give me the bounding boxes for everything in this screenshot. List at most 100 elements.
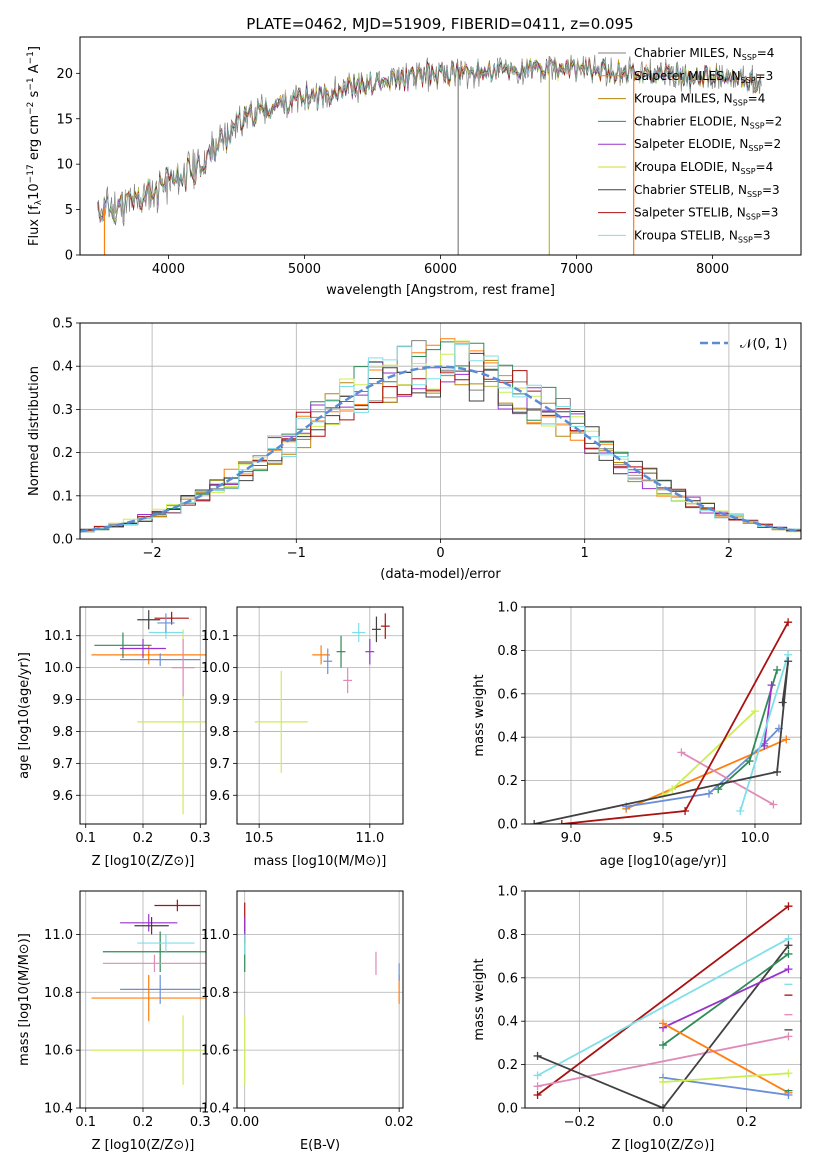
y-tick-label: 0.4 (497, 1015, 518, 1030)
legend-label: 𝒩(0, 1) (740, 337, 787, 352)
plot-area-residuals (80, 338, 801, 533)
weight-series-marker (705, 789, 713, 798)
x-tick-label: 8000 (696, 262, 729, 277)
x-tick-label: 0.00 (230, 1115, 259, 1130)
weight-series-line (537, 1035, 789, 1088)
y-tick-label: 5 (65, 203, 73, 218)
x-tick-label: 9.5 (653, 831, 674, 846)
legend-label-sub: SSP (746, 213, 761, 222)
y-tick-label: 15 (56, 112, 73, 127)
errorbar-point (134, 917, 169, 935)
weight-series-marker (533, 1071, 542, 1080)
weight-series-marker (557, 820, 566, 824)
legend-label-tail: =4 (756, 160, 774, 174)
errorbar-point (323, 648, 333, 675)
x-tick-label: 0.3 (190, 831, 211, 846)
weight-series-line (537, 937, 789, 1077)
legend-label: Chabrier MILES, NSSP=4 (634, 46, 774, 62)
panel-mass-vs-z: 0.1 0.2 0.3 10.4 10.6 10.8 11.0 Z [log10(Z/Z⊙)]… (17, 890, 211, 1153)
x-tick-label: 0.2 (133, 831, 154, 846)
model-spectrum-series (97, 56, 761, 224)
plot-area-age-vs-z (91, 610, 206, 815)
weight-series-marker (533, 1051, 542, 1060)
x-tick-label: 0.2 (736, 1115, 757, 1130)
y-axis-label-part: 10 (27, 183, 42, 200)
y-tick-label: 10.6 (44, 1044, 73, 1059)
y-tick-label: 1.0 (497, 601, 518, 616)
x-tick-label: 0.3 (190, 1115, 211, 1130)
legend-label: Kroupa STELIB, NSSP=3 (634, 228, 771, 244)
y-axis-label-part: −17 (26, 164, 36, 183)
y-tick-label: 10.6 (201, 1044, 230, 1059)
legend-label-sub: SSP (741, 76, 756, 85)
plot-area-age-vs-mass (254, 613, 390, 773)
legend-label-main: Chabrier STELIB, N (634, 183, 747, 197)
model-spectrum-series (97, 56, 761, 223)
histogram-series (80, 352, 801, 532)
y-tick-label: 0.5 (52, 317, 73, 332)
weight-series-line (662, 953, 790, 1046)
y-tick-label: 10 (56, 158, 73, 173)
x-tick-label: 10.5 (245, 831, 274, 846)
legend-label-main: Chabrier MILES, N (634, 46, 742, 60)
weight-series-line (662, 1072, 789, 1083)
y-tick-label: 11.0 (44, 928, 73, 943)
legend-label-main: Kroupa ELODIE, N (634, 160, 741, 174)
weight-series-line (537, 944, 790, 1108)
x-tick-label: 1 (581, 546, 589, 561)
errorbar-point (380, 613, 390, 639)
x-tick-label: 9.0 (561, 831, 582, 846)
axes-frame (236, 606, 404, 825)
y-tick-label: 9.6 (52, 789, 73, 804)
x-tick-label: −2 (143, 546, 162, 561)
y-axis-label-part: −1 (26, 77, 36, 90)
errorbar-point (102, 931, 206, 973)
y-axis-label-part: λ (34, 199, 44, 205)
y-tick-label: 0.4 (52, 360, 73, 375)
legend-label: Salpeter ELODIE, NSSP=2 (634, 137, 781, 153)
legend-label-tail: =3 (753, 228, 771, 242)
x-tick-label: 6000 (424, 262, 457, 277)
errorbar-point (365, 638, 375, 665)
x-tick-label: −0.2 (564, 1115, 596, 1130)
y-tick-label: 0.1 (52, 489, 73, 504)
y-axis-label-part: s (27, 90, 42, 101)
weight-series-line (662, 968, 789, 1029)
panel-age-vs-mass: 10.5 11.0 9.6 9.7 9.8 9.9 10.0 10.1 mass [log10(… (201, 606, 404, 869)
legend-label-tail: =3 (761, 206, 779, 220)
plot-area-weight-vs-age (530, 618, 793, 824)
x-axis-label: mass [log10(M/M⊙)] (254, 854, 387, 869)
weight-series-marker (784, 1069, 793, 1078)
y-tick-label: 0.0 (52, 533, 73, 548)
legend-label-tail: =3 (762, 183, 780, 197)
errorbar-point (120, 638, 166, 659)
errorbar-point (372, 616, 381, 643)
y-tick-label: 10.1 (44, 629, 73, 644)
x-tick-label: 7000 (560, 262, 593, 277)
legend-label-sub: SSP (741, 167, 756, 176)
legend-label-main: Salpeter ELODIE, N (634, 137, 748, 151)
x-tick-label: −1 (287, 546, 306, 561)
panel-mass-vs-ebv: 0.00 0.02 10.4 10.6 10.8 11.0 E(B-V) (201, 890, 414, 1153)
y-axis-label: age [log10(age/yr)] (17, 652, 32, 779)
x-tick-label: 0.02 (385, 1115, 414, 1130)
y-tick-label: 1.0 (497, 885, 518, 900)
weight-series-marker (784, 965, 793, 974)
plot-area-spectrum (97, 54, 762, 255)
legend-label-sub: SSP (747, 190, 762, 199)
y-axis-label: Normed distribution (27, 366, 42, 496)
weight-series-line (534, 661, 789, 824)
y-axis-label-part: Flux [f (27, 205, 42, 246)
y-axis-label: Flux [fλ10−17 erg cm−2 s−1 A−1] (26, 46, 44, 246)
x-axis-label: E(B-V) (300, 1138, 340, 1153)
weight-series-marker (533, 1090, 542, 1099)
y-tick-label: 10.1 (201, 629, 230, 644)
legend-label-main: Chabrier ELODIE, N (634, 114, 750, 128)
weight-series-marker (681, 806, 690, 815)
legend-label-sub: SSP (733, 99, 748, 108)
plot-area-weight-vs-z (533, 902, 793, 1108)
legend-label-main: Kroupa MILES, N (634, 92, 733, 106)
